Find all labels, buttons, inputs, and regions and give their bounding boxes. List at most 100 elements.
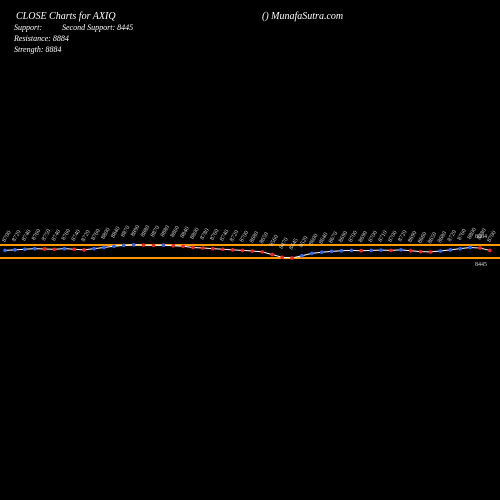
price-point <box>359 248 364 253</box>
value-label: 8650 <box>259 232 270 245</box>
value-label: 8560 <box>269 234 280 247</box>
price-point <box>230 248 235 252</box>
price-point <box>240 248 245 253</box>
price-point <box>409 248 413 253</box>
price-point <box>3 248 7 253</box>
value-label: 8760 <box>209 228 220 241</box>
value-label: 8700 <box>487 230 498 243</box>
price-point <box>399 248 403 252</box>
price-point <box>280 255 284 260</box>
price-point <box>290 256 294 260</box>
price-point <box>32 246 37 251</box>
price-point <box>141 243 146 247</box>
price-point <box>339 248 344 253</box>
strength-text: Strength: 8884 <box>14 45 61 54</box>
value-label: 8890 <box>130 224 141 237</box>
value-label: 8680 <box>437 231 448 244</box>
value-label: 8690 <box>358 230 369 243</box>
price-point <box>329 249 334 254</box>
value-label: 8650 <box>427 232 438 245</box>
value-label: 8720 <box>81 229 92 242</box>
value-label: 8720 <box>397 229 408 242</box>
price-point <box>488 248 492 253</box>
value-label: 8780 <box>199 228 210 241</box>
support-label: 8445 <box>475 262 487 268</box>
value-label: 8740 <box>71 229 82 242</box>
price-point <box>112 244 116 249</box>
value-label: 8750 <box>41 229 52 242</box>
price-point <box>438 249 443 253</box>
value-label: 8700 <box>348 230 359 243</box>
price-point <box>478 246 482 250</box>
price-point <box>62 246 67 251</box>
price-point <box>161 243 166 247</box>
value-label: 8720 <box>229 229 240 242</box>
value-label: 8710 <box>378 230 389 243</box>
site-name: () MunafaSutra.com <box>262 11 343 22</box>
value-label: 8740 <box>21 229 32 242</box>
price-point <box>310 251 314 256</box>
value-label: 8690 <box>338 230 349 243</box>
value-label: 8720 <box>11 229 22 242</box>
price-point <box>369 248 374 253</box>
price-point <box>448 248 453 252</box>
value-label: 8740 <box>51 229 62 242</box>
price-point <box>428 250 433 254</box>
value-label: 8870 <box>120 225 131 238</box>
price-point <box>82 248 86 252</box>
price-point <box>319 250 324 255</box>
value-label: 8660 <box>417 231 428 244</box>
value-label: 8690 <box>407 230 418 243</box>
value-label: 8880 <box>140 225 151 238</box>
price-line <box>4 244 491 259</box>
value-label: 8760 <box>31 228 42 241</box>
value-label: 8840 <box>110 226 121 239</box>
price-point <box>250 249 255 253</box>
price-point <box>220 247 225 252</box>
value-label: 8680 <box>249 231 260 244</box>
price-point <box>22 247 27 252</box>
value-label: 8640 <box>318 232 329 245</box>
value-label: 8600 <box>308 233 319 246</box>
value-label: 8700 <box>239 230 250 243</box>
resistance-label: 8884 <box>475 234 487 240</box>
price-point <box>458 246 463 251</box>
price-point <box>211 246 215 251</box>
price-point <box>52 247 57 252</box>
value-label: 8880 <box>160 225 171 238</box>
value-label: 8470 <box>279 237 290 250</box>
price-point <box>131 243 136 247</box>
value-label: 8720 <box>447 229 458 242</box>
value-label: 8800 <box>467 227 478 240</box>
value-label: 8445 <box>289 238 300 251</box>
price-point <box>260 250 265 254</box>
price-point <box>92 246 96 251</box>
value-label: 8840 <box>180 226 191 239</box>
value-label: 8520 <box>298 235 309 248</box>
price-point <box>418 249 423 254</box>
value-label: 8760 <box>91 228 102 241</box>
price-point <box>171 243 176 248</box>
price-point <box>42 247 47 251</box>
value-label: 8800 <box>190 227 201 240</box>
value-label: 8780 <box>477 228 488 241</box>
price-point <box>191 245 195 250</box>
value-label: 8700 <box>368 230 379 243</box>
price-point <box>389 248 393 253</box>
chart-title: CLOSE Charts for AXIQ <box>16 11 116 22</box>
value-label: 8860 <box>170 225 181 238</box>
price-point <box>102 245 106 250</box>
price-point <box>349 248 354 253</box>
price-point <box>151 243 156 248</box>
price-point <box>201 246 205 250</box>
value-label: 8870 <box>150 225 161 238</box>
support-text: Support: <box>14 23 42 32</box>
price-point <box>72 247 77 252</box>
value-label: 8800 <box>101 227 112 240</box>
price-point <box>300 253 304 258</box>
price-point <box>468 245 473 250</box>
value-label: 8700 <box>2 230 13 243</box>
value-label: 8760 <box>61 228 72 241</box>
